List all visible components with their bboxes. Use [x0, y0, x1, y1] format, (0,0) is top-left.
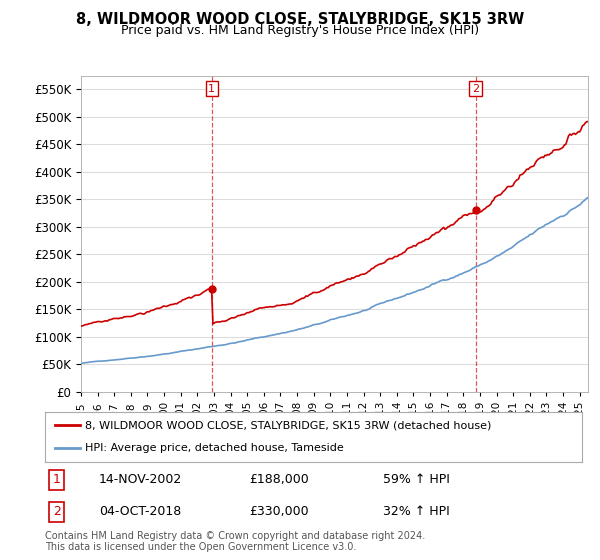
Text: 59% ↑ HPI: 59% ↑ HPI: [383, 473, 450, 486]
Text: Price paid vs. HM Land Registry's House Price Index (HPI): Price paid vs. HM Land Registry's House …: [121, 24, 479, 37]
Text: 8, WILDMOOR WOOD CLOSE, STALYBRIDGE, SK15 3RW (detached house): 8, WILDMOOR WOOD CLOSE, STALYBRIDGE, SK1…: [85, 420, 491, 430]
Text: 14-NOV-2002: 14-NOV-2002: [98, 473, 182, 486]
Text: 2: 2: [53, 505, 61, 518]
Text: 04-OCT-2018: 04-OCT-2018: [98, 505, 181, 518]
Text: HPI: Average price, detached house, Tameside: HPI: Average price, detached house, Tame…: [85, 444, 344, 454]
Text: 2: 2: [472, 83, 479, 94]
Text: 32% ↑ HPI: 32% ↑ HPI: [383, 505, 450, 518]
Text: 8, WILDMOOR WOOD CLOSE, STALYBRIDGE, SK15 3RW: 8, WILDMOOR WOOD CLOSE, STALYBRIDGE, SK1…: [76, 12, 524, 27]
Text: £330,000: £330,000: [249, 505, 308, 518]
Text: 1: 1: [208, 83, 215, 94]
Text: £188,000: £188,000: [249, 473, 309, 486]
Text: Contains HM Land Registry data © Crown copyright and database right 2024.
This d: Contains HM Land Registry data © Crown c…: [45, 531, 425, 553]
Text: 1: 1: [53, 473, 61, 486]
